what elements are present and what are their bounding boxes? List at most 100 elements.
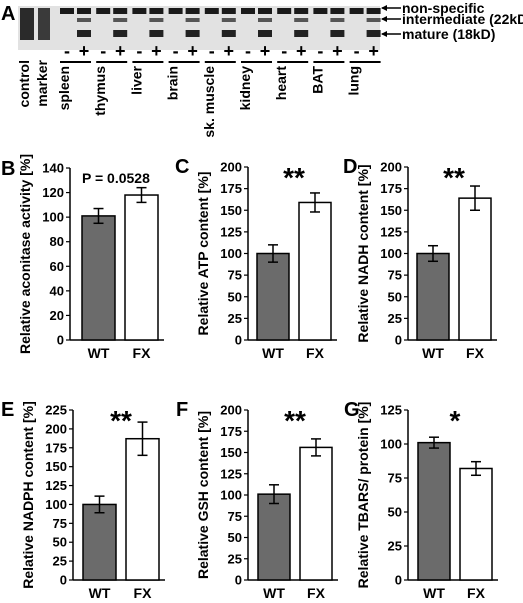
panel-letter-g: G	[344, 399, 360, 421]
y-tick-label-g: 125	[380, 403, 402, 418]
tissue-label-lung: lung	[346, 66, 362, 96]
band-mature-plus-bat	[330, 30, 345, 37]
y-tick-label-g: 50	[388, 505, 402, 520]
blot-lane-control	[20, 8, 34, 40]
y-axis-label-d: Relative NADH content [%]	[355, 164, 371, 342]
y-tick-label-b: 120	[42, 185, 64, 200]
y-tick-label-d: 150	[380, 203, 402, 218]
band-nonspecific-plus-spleen	[77, 8, 91, 14]
band-nonspecific-minus-bat	[313, 8, 328, 14]
significance-annotation-b: P = 0.0528	[82, 170, 150, 186]
band-nonspecific-minus-sk--muscle	[204, 8, 219, 14]
sign-plus-thymus: +	[115, 41, 126, 61]
y-tick-label-c: 125	[220, 224, 242, 239]
band-nonspecific-plus-sk--muscle	[221, 8, 236, 14]
tissue-label-liver: liver	[128, 65, 144, 94]
tissue-label-brain: brain	[165, 66, 181, 100]
band-nonspecific-plus-thymus	[113, 8, 128, 14]
y-tick-label-e: 175	[45, 440, 67, 455]
y-tick-label-e: 25	[53, 554, 67, 569]
sign-minus-liver: -	[136, 41, 142, 61]
y-tick-label-e: 200	[45, 421, 67, 436]
y-tick-label-c: 0	[235, 333, 242, 348]
panel-g: G 0 25 50 75 100 125 Relative TBARS/ protein [%…	[344, 399, 498, 601]
y-tick-label-b: 20	[50, 308, 64, 323]
y-tick-label-c: 150	[220, 203, 242, 218]
sign-minus-thymus: -	[100, 41, 106, 61]
y-tick-label-b: 40	[50, 283, 64, 298]
band-nonspecific-minus-heart	[277, 8, 292, 14]
band-nonspecific-plus-liver	[149, 8, 164, 14]
category-label-d-fx: FX	[466, 345, 485, 361]
y-tick-label-e: 75	[53, 516, 67, 531]
band-mature-plus-heart	[294, 30, 309, 37]
band-nonspecific-minus-brain	[168, 8, 183, 14]
tissue-label-spleen: spleen	[56, 66, 72, 110]
category-label-g-wt: WT	[423, 585, 445, 601]
y-tick-label-f: 0	[235, 573, 242, 588]
tissue-label-sk--muscle: sk. muscle	[201, 66, 217, 138]
sign-minus-lung: -	[354, 41, 360, 61]
y-tick-label-d: 125	[380, 224, 402, 239]
tissue-label-thymus: thymus	[92, 66, 108, 116]
band-nonspecific-minus-thymus	[96, 8, 111, 14]
sign-plus-bat: +	[332, 41, 343, 61]
band-nonspecific-minus-lung	[349, 8, 364, 14]
y-tick-label-c: 50	[228, 289, 242, 304]
band-intermediate-plus-spleen	[77, 18, 91, 22]
y-tick-label-e: 125	[45, 478, 67, 493]
sign-minus-kidney: -	[245, 41, 251, 61]
band-nonspecific-plus-bat	[330, 8, 345, 14]
y-tick-label-b: 60	[50, 259, 64, 274]
category-label-f-fx: FX	[307, 585, 326, 601]
tissue-group-heart: - + heart	[273, 41, 309, 100]
panel-letter-d: D	[343, 156, 357, 178]
significance-annotation-d: **	[443, 162, 465, 193]
category-label-e-wt: WT	[89, 585, 111, 601]
y-tick-label-f: 50	[228, 530, 242, 545]
sign-minus-sk--muscle: -	[209, 41, 215, 61]
band-mature-plus-lung	[366, 30, 381, 37]
y-tick-label-g: 25	[388, 539, 402, 554]
y-tick-label-d: 100	[380, 246, 402, 261]
y-tick-label-g: 0	[395, 573, 402, 588]
y-tick-label-f: 100	[220, 488, 242, 503]
band-intermediate-plus-bat	[330, 18, 345, 22]
category-label-c-fx: FX	[306, 345, 325, 361]
panel-letter-a: A	[1, 3, 15, 25]
tissue-group-sk--muscle: - + sk. muscle	[201, 41, 236, 138]
tissue-group-brain: - + brain	[165, 41, 200, 100]
significance-annotation-c: **	[283, 162, 305, 193]
bar-e-fx	[125, 437, 160, 581]
blot-lanes	[20, 8, 381, 40]
category-label-f-wt: WT	[263, 585, 285, 601]
sign-minus-spleen: -	[64, 41, 70, 61]
bar-f-fx	[299, 446, 333, 581]
y-tick-label-b: 100	[42, 210, 64, 225]
panel-letter-c: C	[175, 156, 189, 178]
y-tick-label-c: 75	[228, 268, 242, 283]
sign-plus-spleen: +	[79, 41, 90, 61]
sign-minus-heart: -	[281, 41, 287, 61]
y-tick-label-f: 200	[220, 403, 242, 418]
bar-d-fx	[458, 197, 492, 341]
bar-c-fx	[298, 201, 332, 341]
tissue-label-bat: BAT	[309, 66, 325, 94]
y-tick-label-f: 150	[220, 445, 242, 460]
bar-g-fx	[459, 467, 493, 581]
bar-f-wt	[257, 493, 291, 581]
tissue-group-kidney: - + kidney	[237, 41, 272, 110]
bar-d-wt	[416, 252, 450, 341]
sign-minus-bat: -	[317, 41, 323, 61]
sign-plus-liver: +	[151, 41, 162, 61]
panel-e: E 0 25 50 75 100 125 150 175 200 225 Relative NADPH…	[1, 399, 165, 601]
bar-b-wt	[81, 215, 116, 341]
bar-e-wt	[82, 503, 117, 581]
y-tick-label-c: 100	[220, 246, 242, 261]
band-nonspecific-minus-spleen	[60, 8, 74, 14]
y-tick-label-d: 25	[388, 311, 402, 326]
y-tick-label-c: 175	[220, 181, 242, 196]
tissue-group-liver: - + liver	[128, 41, 164, 95]
band-label-mature: mature (18kD)	[381, 26, 495, 42]
